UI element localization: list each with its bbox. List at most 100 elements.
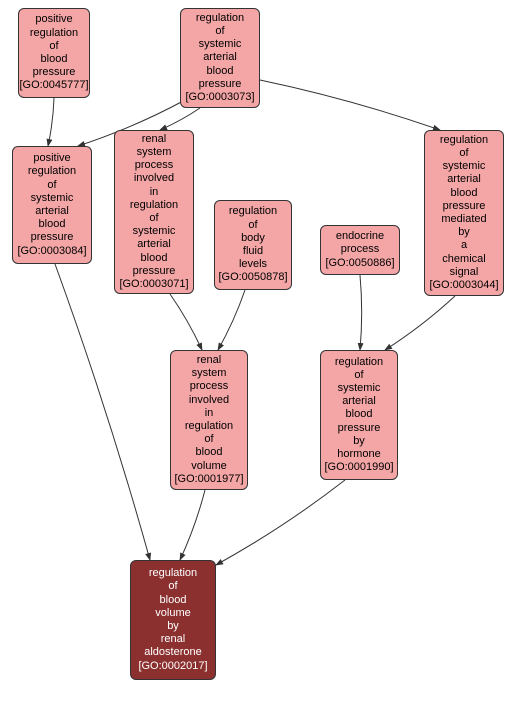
node-label-line: blood: [346, 408, 373, 421]
node-label-line: pressure: [31, 231, 74, 244]
node-label-line: [GO:0001990]: [324, 461, 393, 474]
node-label-line: [GO:0003071]: [119, 278, 188, 291]
node-label-line: volume: [155, 607, 190, 620]
node-label-line: renal: [197, 354, 221, 367]
node-label-line: system: [192, 367, 227, 380]
node-label-line: renal: [142, 133, 166, 146]
node-n4: regulationofbodyfluidlevels[GO:0050878]: [214, 200, 292, 290]
node-label-line: blood: [451, 187, 478, 200]
node-label-line: [GO:0003084]: [17, 245, 86, 258]
node-label-line: by: [167, 620, 179, 633]
edge-n5-n8: [360, 275, 362, 350]
edge-n0-n2: [48, 98, 54, 146]
node-label-line: systemic: [338, 382, 381, 395]
node-label-line: process: [135, 159, 174, 172]
node-label-line: of: [168, 580, 177, 593]
edge-n1-n3: [160, 108, 200, 130]
node-label-line: regulation: [440, 134, 488, 147]
node-label-line: blood: [141, 252, 168, 265]
node-label-line: volume: [191, 460, 226, 473]
node-label-line: arterial: [203, 51, 237, 64]
node-label-line: of: [459, 147, 468, 160]
node-label-line: regulation: [185, 420, 233, 433]
node-label-line: [GO:0003073]: [185, 91, 254, 104]
edge-n8-n9: [216, 480, 345, 565]
node-label-line: pressure: [338, 422, 381, 435]
node-label-line: arterial: [342, 395, 376, 408]
node-label-line: systemic: [199, 38, 242, 51]
node-label-line: arterial: [35, 205, 69, 218]
node-label-line: regulation: [130, 199, 178, 212]
node-label-line: mediated: [441, 213, 486, 226]
edge-n2-n9: [55, 264, 150, 560]
node-label-line: systemic: [31, 192, 74, 205]
node-n7: renalsystemprocessinvolvedinregulationof…: [170, 350, 248, 490]
node-label-line: involved: [134, 172, 174, 185]
node-label-line: pressure: [33, 66, 76, 79]
node-n5: endocrineprocess[GO:0050886]: [320, 225, 400, 275]
node-label-line: blood: [207, 65, 234, 78]
node-label-line: of: [215, 25, 224, 38]
node-label-line: of: [248, 219, 257, 232]
node-n8: regulationofsystemicarterialbloodpressur…: [320, 350, 398, 480]
node-label-line: positive: [33, 152, 70, 165]
node-label-line: pressure: [133, 265, 176, 278]
node-label-line: chemical: [442, 253, 485, 266]
node-label-line: positive: [35, 13, 72, 26]
node-label-line: [GO:0002017]: [138, 660, 207, 673]
edge-n7-n9: [180, 490, 205, 560]
edge-n3-n7: [170, 294, 202, 350]
node-label-line: of: [204, 433, 213, 446]
edge-n6-n8: [385, 296, 455, 350]
node-label-line: regulation: [229, 205, 277, 218]
node-label-line: in: [205, 407, 214, 420]
node-label-line: pressure: [199, 78, 242, 91]
node-label-line: endocrine: [336, 230, 384, 243]
node-label-line: fluid: [243, 245, 263, 258]
node-n3: renalsystemprocessinvolvedinregulationof…: [114, 130, 194, 294]
node-label-line: aldosterone: [144, 646, 202, 659]
node-label-line: hormone: [337, 448, 380, 461]
node-label-line: in: [150, 186, 159, 199]
node-label-line: arterial: [447, 173, 481, 186]
edge-n4-n7: [218, 290, 245, 350]
node-label-line: body: [241, 232, 265, 245]
node-label-line: regulation: [28, 165, 76, 178]
edges-layer: [0, 0, 531, 720]
node-label-line: [GO:0045777]: [19, 79, 88, 92]
node-label-line: levels: [239, 258, 267, 271]
node-label-line: of: [354, 369, 363, 382]
node-n2: positiveregulationofsystemicarterialbloo…: [12, 146, 92, 264]
node-label-line: [GO:0001977]: [174, 473, 243, 486]
node-label-line: of: [47, 179, 56, 192]
node-label-line: systemic: [133, 225, 176, 238]
node-label-line: regulation: [335, 356, 383, 369]
node-label-line: renal: [161, 633, 185, 646]
node-label-line: arterial: [137, 238, 171, 251]
node-label-line: blood: [41, 53, 68, 66]
node-label-line: pressure: [443, 200, 486, 213]
node-label-line: by: [458, 226, 470, 239]
node-label-line: regulation: [30, 27, 78, 40]
node-label-line: blood: [39, 218, 66, 231]
node-label-line: [GO:0050886]: [325, 257, 394, 270]
node-label-line: process: [341, 243, 380, 256]
node-label-line: signal: [450, 266, 479, 279]
node-n6: regulationofsystemicarterialbloodpressur…: [424, 130, 504, 296]
node-label-line: by: [353, 435, 365, 448]
node-label-line: blood: [160, 594, 187, 607]
node-label-line: regulation: [149, 567, 197, 580]
node-n0: positiveregulationofbloodpressure[GO:004…: [18, 8, 90, 98]
node-label-line: systemic: [443, 160, 486, 173]
node-label-line: of: [149, 212, 158, 225]
node-label-line: involved: [189, 394, 229, 407]
node-label-line: system: [137, 146, 172, 159]
node-label-line: blood: [196, 446, 223, 459]
node-label-line: [GO:0003044]: [429, 279, 498, 292]
node-label-line: a: [461, 239, 467, 252]
node-label-line: regulation: [196, 12, 244, 25]
edge-n1-n6: [260, 80, 440, 130]
node-label-line: process: [190, 380, 229, 393]
node-n1: regulationofsystemicarterialbloodpressur…: [180, 8, 260, 108]
node-label-line: [GO:0050878]: [218, 271, 287, 284]
